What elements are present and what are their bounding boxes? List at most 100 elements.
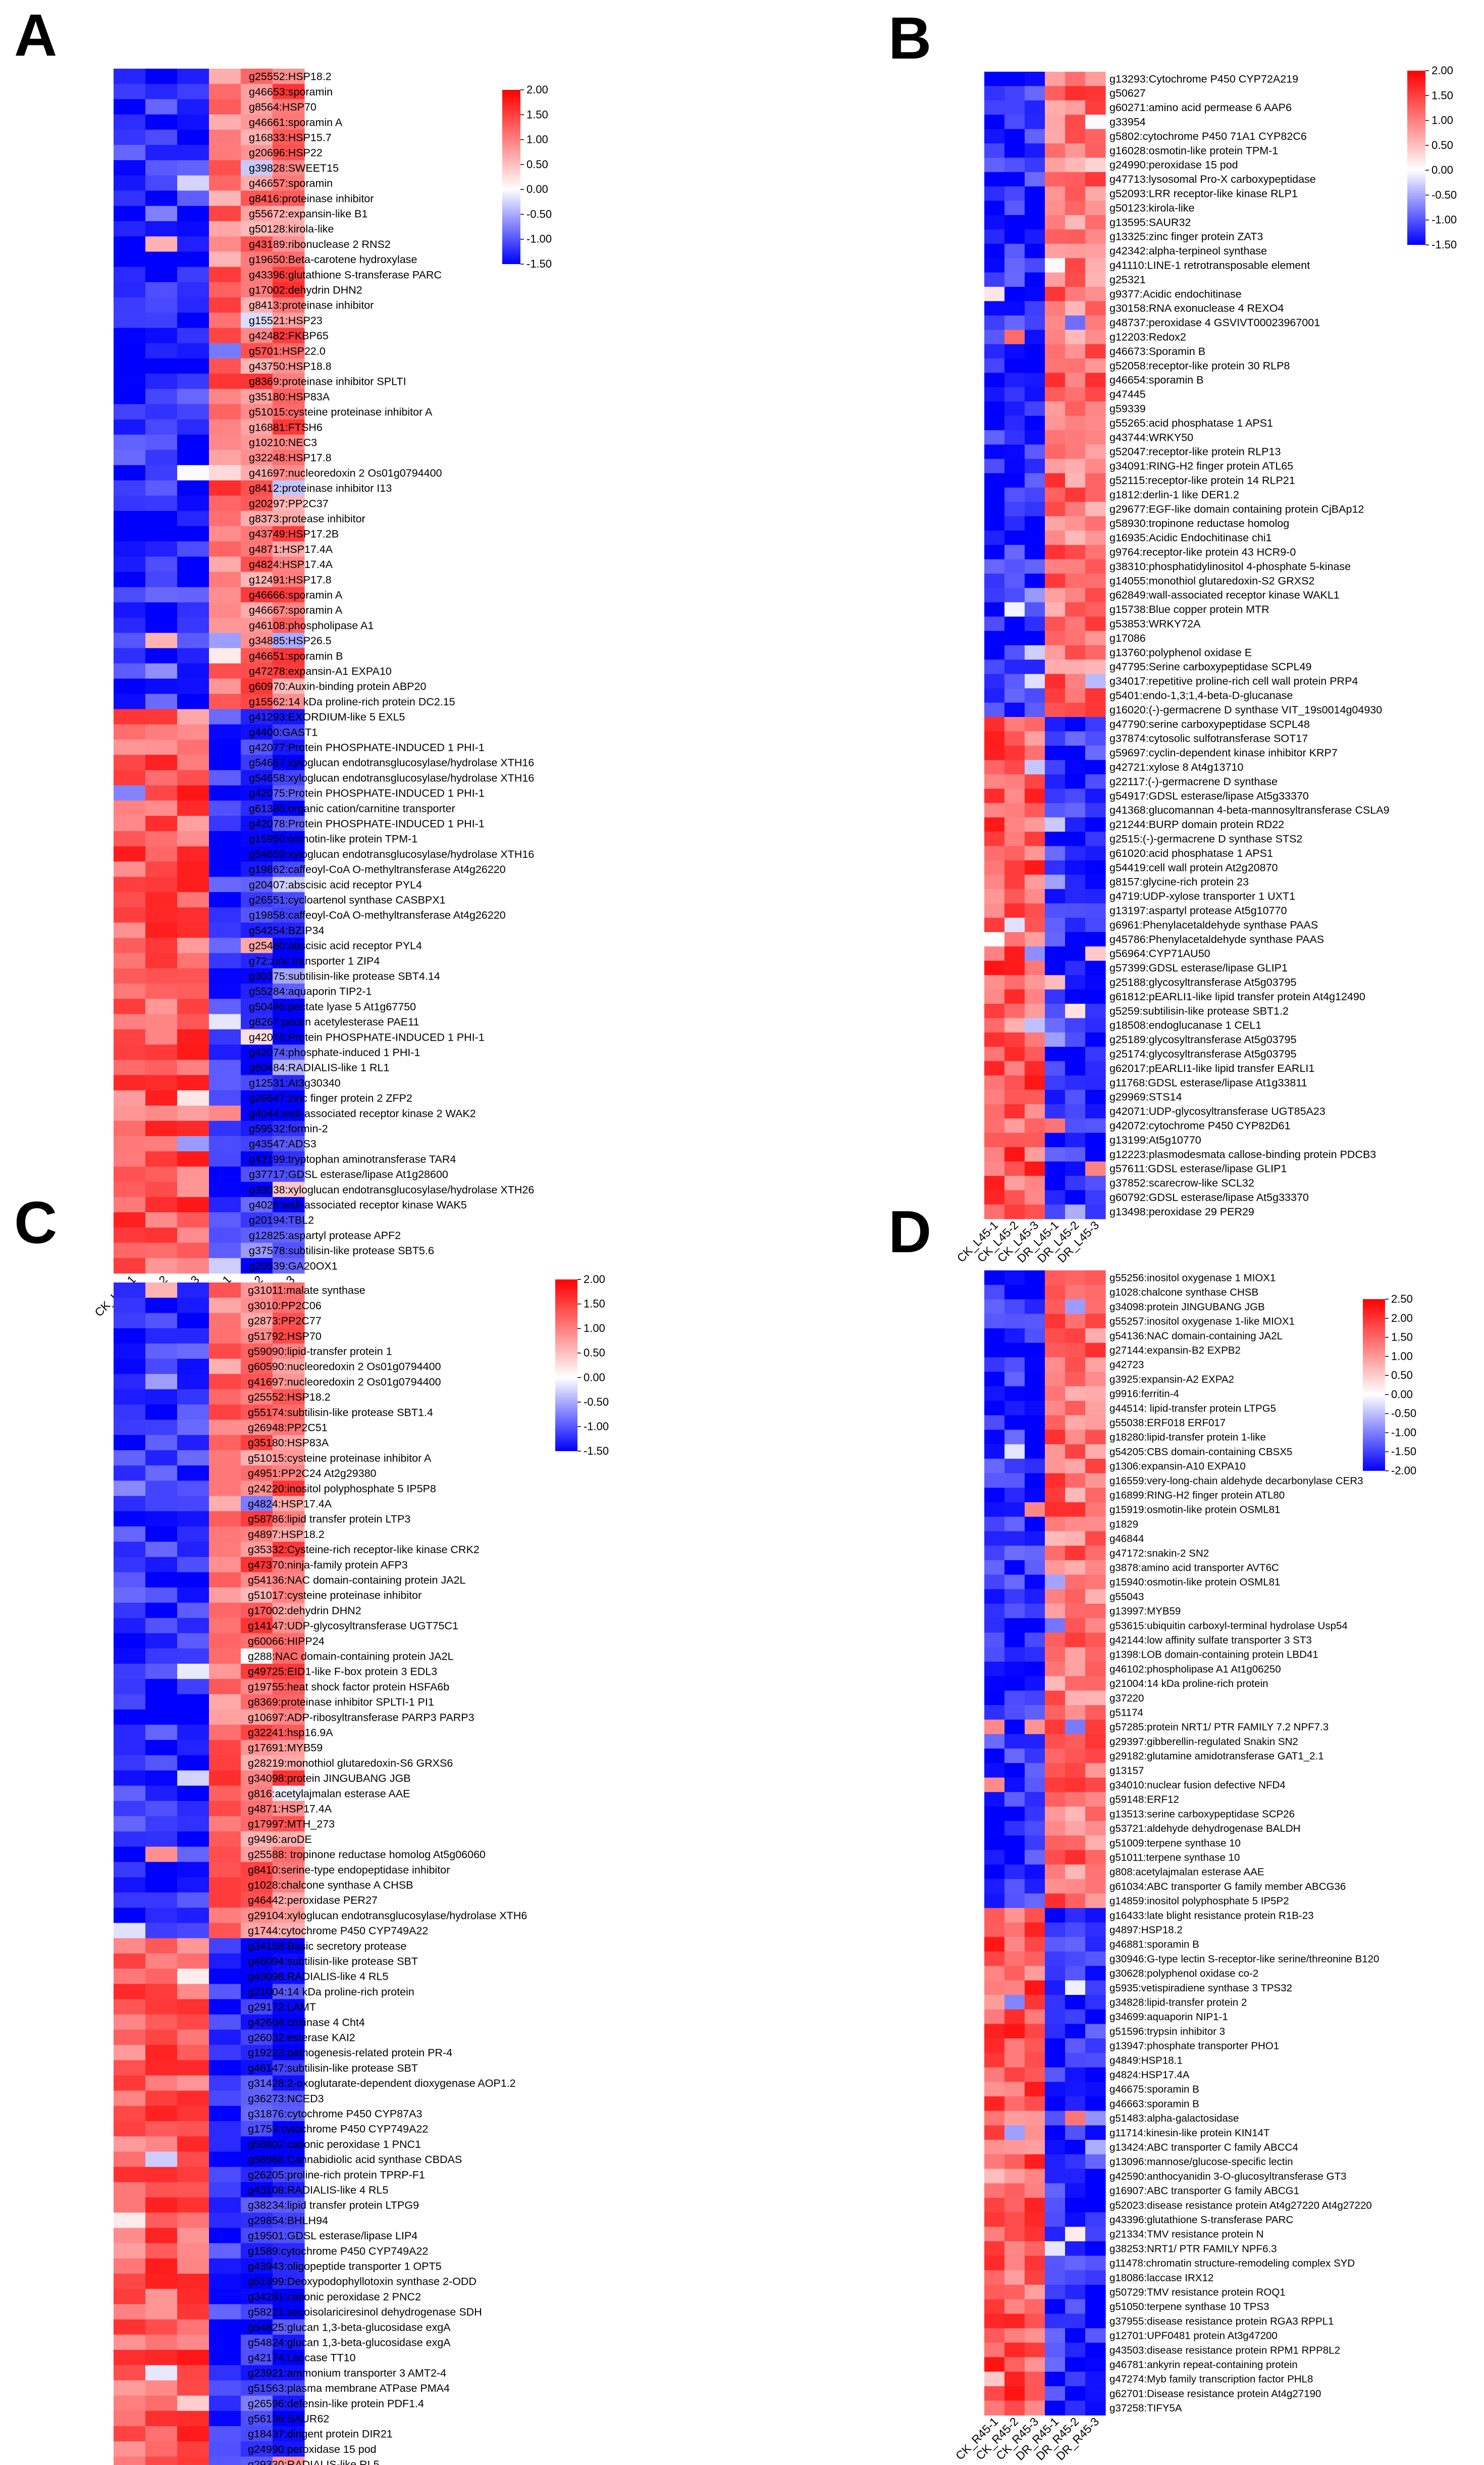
heatmap-cell — [1045, 1690, 1066, 1706]
heatmap-cell — [114, 2319, 146, 2335]
heatmap-cell — [177, 84, 209, 99]
heatmap-cell — [145, 114, 178, 130]
heatmap-cell — [1025, 1951, 1045, 1967]
heatmap-cell — [114, 739, 146, 755]
heatmap-cell — [241, 922, 273, 938]
gene-label: g58802:cationic peroxidase 1 PNC1 — [248, 2138, 421, 2150]
gene-label: g35332:Cysteine-rich receptor-like kinas… — [248, 1544, 480, 1556]
heatmap-cell — [177, 1359, 209, 1374]
heatmap-cell — [241, 114, 273, 130]
heatmap-cell — [273, 1105, 305, 1121]
gene-label: g20696:HSP22 — [249, 147, 323, 159]
heatmap-cell — [1045, 731, 1066, 746]
heatmap-cell — [1025, 1343, 1045, 1358]
heatmap-cell — [1025, 2154, 1045, 2169]
heatmap-cell — [1045, 458, 1066, 474]
heatmap-cell — [209, 1105, 241, 1121]
heatmap-cell — [984, 2372, 1005, 2387]
heatmap-cell — [1025, 817, 1045, 832]
heatmap-cell — [114, 1044, 146, 1060]
heatmap-cell — [145, 907, 178, 923]
heatmap-cell — [984, 2255, 1005, 2271]
heatmap-cell — [145, 2456, 178, 2465]
heatmap-cell — [273, 1298, 305, 1313]
heatmap-cell — [1085, 631, 1106, 646]
heatmap-cell — [1025, 1473, 1045, 1488]
heatmap-cell — [1085, 774, 1106, 789]
heatmap-cell — [1085, 1386, 1106, 1401]
heatmap-cell — [1004, 1444, 1025, 1459]
gene-label: g43750:HSP18.8 — [249, 360, 332, 372]
heatmap-cell — [1085, 86, 1106, 101]
heatmap-cell — [177, 1557, 209, 1573]
heatmap-cell — [984, 1204, 1005, 1219]
heatmap-cell — [114, 724, 146, 740]
heatmap-cell — [1065, 2154, 1086, 2169]
heatmap-cell — [1065, 1090, 1086, 1105]
colorbar-tick-label: 0.50 — [1432, 139, 1453, 151]
colorbar-tick-label: 2.00 — [1391, 1312, 1413, 1324]
heatmap-cell — [273, 2228, 305, 2244]
heatmap-cell — [241, 1298, 273, 1313]
heatmap-cell — [1004, 2183, 1025, 2198]
heatmap-cell — [1065, 1560, 1086, 1575]
heatmap-cell — [1045, 186, 1066, 201]
heatmap-cell — [1004, 1502, 1025, 1517]
heatmap-cell — [1085, 1415, 1106, 1430]
heatmap-cell — [241, 1511, 273, 1527]
heatmap-cell — [1065, 2270, 1086, 2285]
heatmap-cell — [1025, 487, 1045, 502]
gene-label: g56136:SAUR62 — [248, 2412, 329, 2425]
heatmap-cell — [241, 785, 273, 801]
heatmap-cell — [209, 572, 241, 588]
heatmap-cell — [1004, 1966, 1025, 1981]
heatmap-cell — [114, 1724, 146, 1740]
heatmap-cell — [1065, 2024, 1086, 2039]
heatmap-cell — [177, 328, 209, 344]
heatmap-cell — [209, 1120, 241, 1137]
heatmap-cell — [1025, 2052, 1045, 2068]
heatmap-cell — [145, 2228, 178, 2244]
heatmap-cell — [1045, 1285, 1066, 1300]
heatmap-cell — [145, 755, 178, 771]
heatmap-cell — [1045, 1502, 1066, 1517]
heatmap-cell — [209, 846, 241, 862]
heatmap-cell — [114, 1166, 146, 1183]
heatmap-cell — [1025, 1661, 1045, 1677]
heatmap-cell — [1085, 1328, 1106, 1344]
gene-label: g17086 — [1109, 632, 1146, 644]
heatmap-cell — [177, 236, 209, 252]
heatmap-cell — [177, 1197, 209, 1213]
heatmap-cell — [1085, 1821, 1106, 1836]
heatmap-cell — [145, 206, 178, 222]
heatmap-cell — [984, 760, 1005, 775]
heatmap-cell — [1025, 1502, 1045, 1517]
heatmap-cell — [145, 1120, 178, 1137]
heatmap-cell — [1085, 1314, 1106, 1329]
heatmap-cell — [1065, 1937, 1086, 1952]
heatmap-cell — [1085, 1090, 1106, 1105]
heatmap-cell — [1085, 1004, 1106, 1018]
gene-label: g34091:RING-H2 finger protein ATL65 — [1109, 460, 1293, 472]
heatmap-cell — [114, 145, 146, 161]
gene-label: g55043 — [1109, 1591, 1144, 1603]
gene-label: g25588: tropinone reductase homolog At5g… — [248, 1848, 486, 1861]
gene-label: g60066:HIPP24 — [248, 1635, 325, 1647]
heatmap-cell — [1065, 1604, 1086, 1619]
gene-label: g19862:caffeoyl-CoA O-methyltransferase … — [249, 863, 506, 876]
heatmap-cell — [114, 1846, 146, 1863]
heatmap-cell — [1065, 172, 1086, 187]
heatmap-cell — [177, 709, 209, 725]
heatmap-cell — [209, 175, 241, 191]
heatmap-cell — [209, 1511, 241, 1527]
heatmap-cell — [177, 984, 209, 999]
heatmap-cell — [145, 2029, 178, 2045]
heatmap-cell — [145, 175, 178, 191]
heatmap-cell — [984, 1161, 1005, 1176]
heatmap-cell — [1004, 1546, 1025, 1561]
heatmap-cell — [273, 1343, 305, 1359]
heatmap-cell — [1025, 1705, 1045, 1720]
heatmap-cell — [1004, 903, 1025, 918]
heatmap-cell — [177, 755, 209, 771]
heatmap-cell — [145, 572, 178, 588]
